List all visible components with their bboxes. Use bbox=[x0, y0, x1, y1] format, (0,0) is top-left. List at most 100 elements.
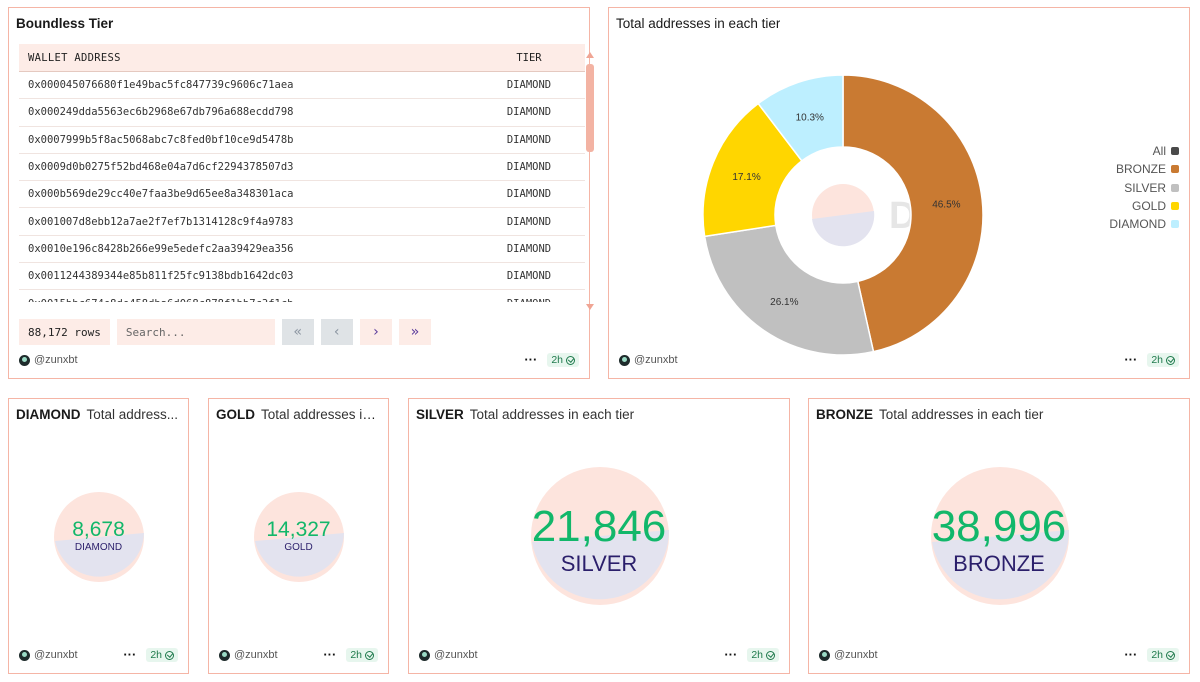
refresh-age-badge[interactable]: 2h bbox=[146, 648, 178, 662]
age-label: 2h bbox=[551, 354, 563, 366]
more-menu-icon[interactable]: ··· bbox=[1124, 647, 1138, 662]
tier-cell: DIAMOND bbox=[506, 133, 552, 146]
legend-label: DIAMOND bbox=[1109, 217, 1166, 232]
table-row[interactable]: 0x001007d8ebb12a7ae2f7ef7b1314128c9f4a97… bbox=[19, 208, 585, 236]
more-menu-icon[interactable]: ··· bbox=[323, 647, 337, 662]
wallet-address-cell: 0x0010e196c8428b266e99e5edefc2aa39429ea3… bbox=[28, 242, 294, 255]
refresh-age-badge[interactable]: 2h bbox=[1147, 353, 1179, 367]
column-header-wallet-address[interactable]: WALLET ADDRESS bbox=[28, 51, 121, 64]
last-page-button[interactable]: » bbox=[398, 319, 431, 345]
first-page-button[interactable]: « bbox=[281, 319, 314, 345]
legend-label: GOLD bbox=[1131, 199, 1166, 214]
table-row[interactable]: 0x000249dda5563ec6b2968e67db796a688ecdd7… bbox=[19, 99, 585, 127]
table-row[interactable]: 0x0015bbc674e8de458dba6d068c878f1bb7c3f1… bbox=[19, 290, 585, 302]
table-row[interactable]: 0x000b569de29cc40e7faa3be9d65ee8a348301a… bbox=[19, 181, 585, 209]
search-input[interactable] bbox=[116, 319, 275, 345]
slice-bronze[interactable] bbox=[842, 74, 984, 353]
refresh-age-badge[interactable]: 2h bbox=[1147, 648, 1179, 662]
panel-footer: @zunxbt ··· 2h bbox=[19, 351, 579, 369]
boundless-tier-panel: Boundless Tier WALLET ADDRESS TIER 0x000… bbox=[8, 7, 594, 379]
more-menu-icon[interactable]: ··· bbox=[524, 352, 538, 367]
table-row[interactable]: 0x0009d0b0275f52bd468e04a7d6cf2294378507… bbox=[19, 154, 585, 182]
refresh-age-badge[interactable]: 2h bbox=[747, 648, 779, 662]
dune-logo-icon bbox=[931, 467, 1070, 605]
avatar[interactable] bbox=[19, 649, 30, 661]
age-label: 2h bbox=[350, 649, 362, 661]
dune-logo-icon bbox=[254, 492, 344, 582]
legend-item-silver[interactable]: SILVER bbox=[1109, 179, 1179, 197]
author-link[interactable]: @zunxbt bbox=[434, 649, 478, 661]
table-body: 0x000045076680f1e49bac5fc847739c9606c71a… bbox=[19, 72, 585, 302]
next-page-button[interactable]: › bbox=[359, 319, 392, 345]
legend-item-all[interactable]: All bbox=[1109, 142, 1179, 160]
panel-title: Boundless Tier bbox=[16, 16, 114, 31]
scroll-thumb[interactable] bbox=[586, 64, 594, 152]
legend-swatch bbox=[1171, 220, 1179, 229]
legend-item-diamond[interactable]: DIAMOND bbox=[1109, 215, 1179, 233]
table-controls: 88,172 rows « ‹ › » bbox=[19, 319, 431, 345]
age-label: 2h bbox=[1151, 354, 1163, 366]
tier-cell: DIAMOND bbox=[506, 106, 552, 119]
refresh-age-badge[interactable]: 2h bbox=[547, 353, 579, 367]
author-link[interactable]: @zunxbt bbox=[834, 649, 878, 661]
slice-label-diamond: 10.3% bbox=[796, 112, 824, 123]
age-label: 2h bbox=[751, 649, 763, 661]
wallet-address-cell: 0x000b569de29cc40e7faa3be9d65ee8a348301a… bbox=[28, 188, 294, 201]
avatar[interactable] bbox=[819, 649, 830, 661]
legend-item-gold[interactable]: GOLD bbox=[1109, 197, 1179, 215]
scroll-up-icon[interactable] bbox=[586, 52, 594, 58]
diamond-counter-panel: DIAMOND Total address... 8,678 DIAMOND @z… bbox=[8, 398, 189, 674]
slice-gold[interactable] bbox=[702, 102, 803, 238]
panel-footer: @zunxbt ··· 2h bbox=[419, 646, 779, 664]
more-menu-icon[interactable]: ··· bbox=[724, 647, 738, 662]
legend-swatch bbox=[1171, 202, 1179, 211]
wallet-address-cell: 0x0015bbc674e8de458dba6d068c878f1bb7c3f1… bbox=[19, 298, 489, 302]
column-header-tier[interactable]: TIER bbox=[516, 51, 542, 64]
avatar[interactable] bbox=[219, 649, 230, 661]
dune-logo-shade bbox=[812, 211, 875, 247]
table-row[interactable]: 0x000045076680f1e49bac5fc847739c9606c71a… bbox=[19, 72, 585, 100]
legend-label: All bbox=[1152, 144, 1166, 159]
scroll-down-icon[interactable] bbox=[586, 304, 594, 310]
wallet-address-cell: 0x000249dda5563ec6b2968e67db796a688ecdd7… bbox=[28, 106, 294, 119]
more-menu-icon[interactable]: ··· bbox=[1124, 352, 1138, 367]
slice-diamond[interactable] bbox=[757, 74, 844, 162]
gold-counter-panel: GOLD Total addresses in ... 14,327 GOLD @… bbox=[208, 398, 389, 674]
tier-cell: DIAMOND bbox=[506, 161, 552, 174]
row-count: 88,172 rows bbox=[19, 319, 110, 345]
tier-cell: DIAMOND bbox=[489, 298, 569, 302]
avatar[interactable] bbox=[619, 354, 630, 366]
avatar[interactable] bbox=[419, 649, 430, 661]
panel-title: DIAMOND Total address... bbox=[16, 407, 179, 422]
tier-chart-panel: Total addresses in each tier Dune46.5%26… bbox=[608, 7, 1190, 379]
slice-silver[interactable] bbox=[703, 224, 875, 356]
author-link[interactable]: @zunxbt bbox=[234, 649, 278, 661]
legend-swatch bbox=[1171, 183, 1179, 192]
silver-counter-panel: SILVER Total addresses in each tier 21,84… bbox=[408, 398, 790, 674]
tier-cell: DIAMOND bbox=[506, 242, 552, 255]
slice-label-bronze: 46.5% bbox=[932, 200, 960, 211]
avatar[interactable] bbox=[19, 354, 30, 366]
chart-legend: All BRONZE SILVER GOLD DIAMOND bbox=[1109, 142, 1179, 233]
author-link[interactable]: @zunxbt bbox=[34, 354, 78, 366]
more-menu-icon[interactable]: ··· bbox=[123, 647, 137, 662]
table-scrollbar[interactable] bbox=[586, 52, 594, 310]
author-link[interactable]: @zunxbt bbox=[34, 649, 78, 661]
table-row[interactable]: 0x0010e196c8428b266e99e5edefc2aa39429ea3… bbox=[19, 236, 585, 264]
counter-label: SILVER bbox=[560, 551, 638, 576]
tier-cell: DIAMOND bbox=[506, 79, 552, 92]
panel-title: GOLD Total addresses in ... bbox=[216, 407, 382, 422]
author-link[interactable]: @zunxbt bbox=[634, 354, 678, 366]
refresh-age-badge[interactable]: 2h bbox=[346, 648, 378, 662]
counter-value: 14,327 bbox=[266, 518, 331, 541]
panel-footer: @zunxbt ··· 2h bbox=[619, 351, 1179, 369]
legend-item-bronze[interactable]: BRONZE bbox=[1109, 160, 1179, 178]
tier-cell: DIAMOND bbox=[506, 215, 552, 228]
wallet-address-cell: 0x001007d8ebb12a7ae2f7ef7b1314128c9f4a97… bbox=[28, 215, 294, 228]
legend-label: SILVER bbox=[1124, 180, 1166, 195]
table-row[interactable]: 0x0011244389344e85b811f25fc9138bdb1642dc… bbox=[19, 263, 585, 291]
prev-page-button[interactable]: ‹ bbox=[320, 319, 353, 345]
table-row[interactable]: 0x0007999b5f8ac5068abc7c8fed0bf10ce9d547… bbox=[19, 127, 585, 154]
legend-label: BRONZE bbox=[1115, 162, 1166, 177]
dune-logo-icon bbox=[54, 492, 144, 582]
